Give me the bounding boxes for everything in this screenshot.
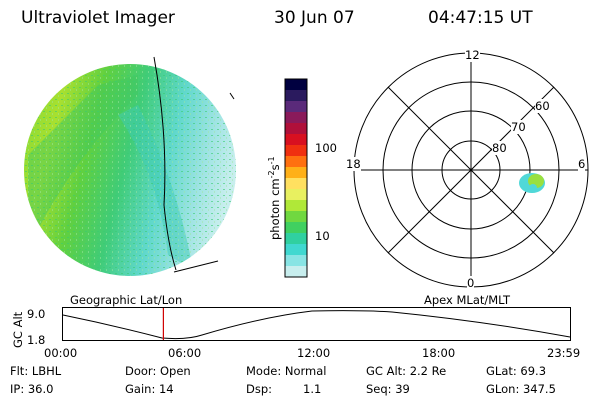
colorbar-band [285,90,307,102]
colorbar-tick-10: 10 [315,229,330,243]
timeline-ytick-max: 9.0 [27,307,46,321]
colorbar-band [285,200,307,212]
colorbar-band [285,79,307,91]
polar-label-12: 12 [465,48,480,62]
polar-grid [353,52,589,288]
xtick-1800: 18:00 [422,346,456,360]
seq-info: Seq: 39 [366,382,410,396]
xtick-2359: 23:59 [547,346,581,360]
timeline-right-label: Apex MLat/MLT [424,293,511,307]
colorbar-band [285,211,307,223]
polar-label-80: 80 [492,141,507,155]
colorbar-band [285,112,307,124]
gc-alt-info: GC Alt: 2.2 Re [366,364,447,378]
colorbar-band [285,145,307,157]
gain-info: Gain: 14 [125,382,174,396]
auroral-image [24,56,236,276]
colorbar-band [285,134,307,146]
xtick-0000: 00:00 [44,346,78,360]
dsp-info: Dsp: [246,382,273,396]
mode-info: Mode: Normal [246,364,327,378]
colorbar-band [285,255,307,267]
timeline-left-label: Geographic Lat/Lon [70,293,183,307]
xtick-1200: 12:00 [297,346,331,360]
colorbar-band [285,167,307,179]
glat-info: GLat: 69.3 [486,364,547,378]
time-label: 04:47:15 UT [428,8,533,28]
colorbar-band [285,101,307,113]
altitude-curve [62,310,571,340]
colorbar [284,78,308,278]
instrument-title: Ultraviolet Imager [21,8,175,28]
ip-info: IP: 36.0 [10,382,54,396]
polar-label-60: 60 [535,99,550,113]
polar-label-18: 18 [346,157,361,171]
polar-aurora-blob [519,173,545,193]
polar-label-6: 6 [578,157,586,171]
colorbar-border [284,78,308,278]
xtick-0600: 06:00 [168,346,202,360]
terminator-line [153,56,177,271]
colorbar-band [285,156,307,168]
timeline-axis-label: GC Alt [11,311,25,348]
colorbar-band [285,222,307,234]
timeline-ytick-min: 1.8 [27,333,46,347]
colorbar-band [285,233,307,245]
altitude-timeline [62,307,571,341]
colorbar-tick-100: 100 [315,141,337,155]
colorbar-band [285,123,307,135]
colorbar-band [285,178,307,190]
date-label: 30 Jun 07 [274,8,355,28]
filter-info: Flt: LBHL [10,364,62,378]
colorbar-band [285,266,307,278]
colorbar-band [285,244,307,256]
glon-info: GLon: 347.5 [486,382,556,396]
door-info: Door: Open [125,364,191,378]
polar-label-70: 70 [511,120,526,134]
colorbar-label: photon cm-2s-1 [267,156,282,240]
dsp-value: 1.1 [303,382,322,396]
polar-label-0: 0 [467,276,475,290]
colorbar-band [285,189,307,201]
